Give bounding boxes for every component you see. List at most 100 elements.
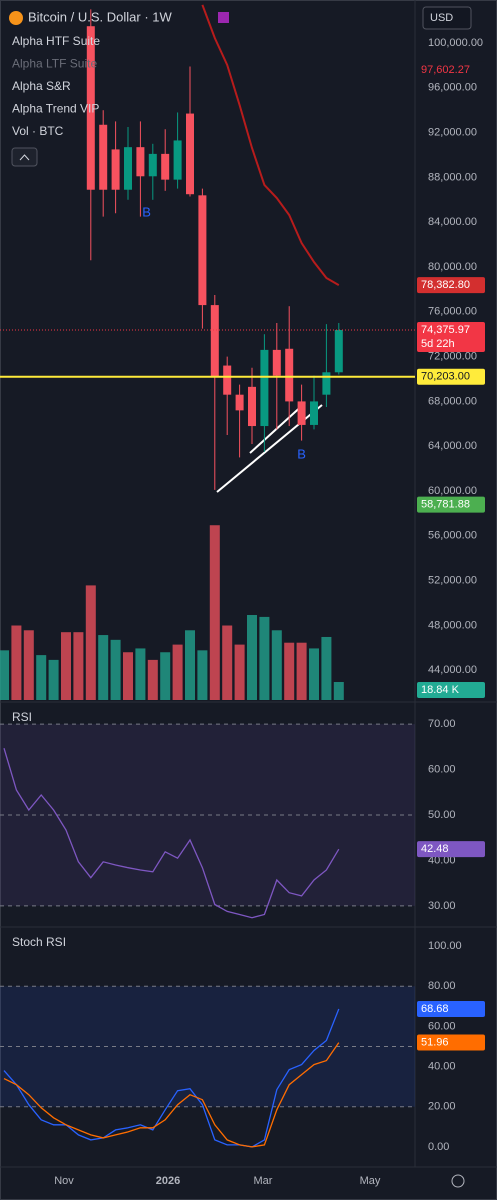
candle-body — [322, 372, 331, 395]
volume-bar — [110, 639, 121, 700]
annotation: B — [142, 205, 151, 220]
indicator-name: Alpha LTF Suite — [12, 57, 97, 71]
collapse-icon[interactable] — [19, 154, 30, 161]
volume-bar — [271, 630, 282, 700]
axis-label: 78,382.80 — [421, 279, 470, 291]
candle-body — [186, 113, 194, 195]
candle-body — [198, 195, 207, 306]
axis-label: 68.68 — [421, 1003, 449, 1015]
axis-label-bg — [417, 1034, 485, 1051]
volume-bar — [61, 632, 71, 700]
candle-body — [111, 149, 120, 190]
y-tick-label: 60,000.00 — [428, 485, 477, 497]
y-tick-label: 72,000.00 — [428, 351, 477, 363]
axis-label: 42.48 — [421, 843, 449, 855]
indicator-pane — [0, 723, 415, 919]
trend-line — [249, 402, 306, 454]
candle-body — [136, 147, 145, 177]
y-tick-label: 60.00 — [428, 763, 456, 775]
axis-label-bg — [417, 682, 485, 699]
pane-title: Stoch RSI — [12, 935, 66, 949]
volume-bar — [234, 644, 245, 700]
y-tick-label: 100.00 — [428, 940, 462, 952]
y-tick-label: 60.00 — [428, 1020, 456, 1032]
y-tick-label: 84,000.00 — [428, 216, 477, 228]
axis-label: 97,602.27 — [421, 64, 470, 76]
line-series — [3, 748, 340, 919]
candle-body — [272, 349, 281, 376]
indicator-name: Alpha Trend VIP — [12, 102, 99, 116]
y-tick-label: 88,000.00 — [428, 171, 477, 183]
axis-label-bg — [417, 277, 485, 294]
candle-body — [334, 329, 343, 373]
x-tick-label: May — [360, 1175, 381, 1187]
price-pane — [86, 4, 343, 490]
line-series — [201, 4, 340, 286]
y-tick-label: 80.00 — [428, 980, 456, 992]
axis-label-bg — [417, 841, 485, 858]
volume-bar — [296, 642, 307, 700]
chart-title: Bitcoin / U.S. Dollar · 1W — [28, 9, 172, 24]
y-tick-label: 50.00 — [428, 809, 456, 821]
volume-bar — [48, 659, 59, 700]
indicator-pane — [0, 985, 415, 1148]
y-tick-label: 68,000.00 — [428, 395, 477, 407]
currency[interactable]: USD — [430, 12, 453, 24]
y-tick-label: 92,000.00 — [428, 127, 477, 139]
y-tick-label: 64,000.00 — [428, 440, 477, 452]
axis-label-bg — [417, 368, 485, 385]
indicator-name: Alpha HTF Suite — [12, 34, 100, 48]
axis-label-bg — [417, 61, 485, 78]
candle-body — [297, 401, 306, 425]
y-tick-label: 44,000.00 — [428, 664, 477, 676]
line-series — [3, 1008, 340, 1148]
settings-icon[interactable] — [451, 1174, 465, 1188]
x-tick-label: Mar — [254, 1175, 273, 1187]
y-tick-label: 96,000.00 — [428, 82, 477, 94]
y-tick-label: 40.00 — [428, 854, 456, 866]
currency-button[interactable] — [422, 6, 472, 30]
volume-bar — [98, 635, 109, 700]
candle-body — [210, 305, 219, 377]
line-series — [3, 1042, 340, 1148]
volume-bar — [123, 652, 133, 700]
volume-bar — [73, 632, 84, 700]
x-tick-label: 2026 — [156, 1175, 180, 1187]
y-tick-label: 100,000.00 — [428, 37, 483, 49]
collapse-button[interactable] — [11, 147, 38, 167]
btc-icon — [9, 11, 23, 25]
volume-bar — [147, 659, 158, 700]
y-tick-label: 70.00 — [428, 718, 456, 730]
volume-bar — [333, 682, 344, 700]
y-tick-label: 0.00 — [428, 1141, 449, 1153]
volume-bar — [36, 655, 47, 700]
flag-icon — [218, 12, 229, 23]
candle-body — [173, 140, 182, 180]
volume-bar — [222, 625, 233, 700]
axis-label-bg — [417, 321, 485, 352]
indicator-name: Alpha S&R — [12, 79, 71, 93]
volume-bar — [309, 648, 319, 700]
volume-bar — [321, 636, 332, 700]
volume-bar — [209, 525, 220, 700]
volume-bar — [172, 644, 183, 700]
y-tick-label: 56,000.00 — [428, 530, 477, 542]
volume-pane — [0, 525, 344, 700]
candle-body — [223, 365, 232, 395]
indicator-name: Vol · BTC — [12, 124, 64, 138]
candle-body — [310, 401, 318, 425]
candle-body — [285, 348, 294, 402]
y-tick-label: 76,000.00 — [428, 306, 477, 318]
axis-label: 74,375.97 — [421, 324, 470, 336]
candle-body — [148, 153, 157, 177]
y-tick-label: 80,000.00 — [428, 261, 477, 273]
volume-bar — [85, 585, 96, 700]
volume-bar — [197, 650, 208, 700]
y-tick-label: 48,000.00 — [428, 619, 477, 631]
candle-body — [235, 394, 244, 411]
axis-label: 51.96 — [421, 1036, 449, 1048]
y-tick-label: 30.00 — [428, 900, 456, 912]
